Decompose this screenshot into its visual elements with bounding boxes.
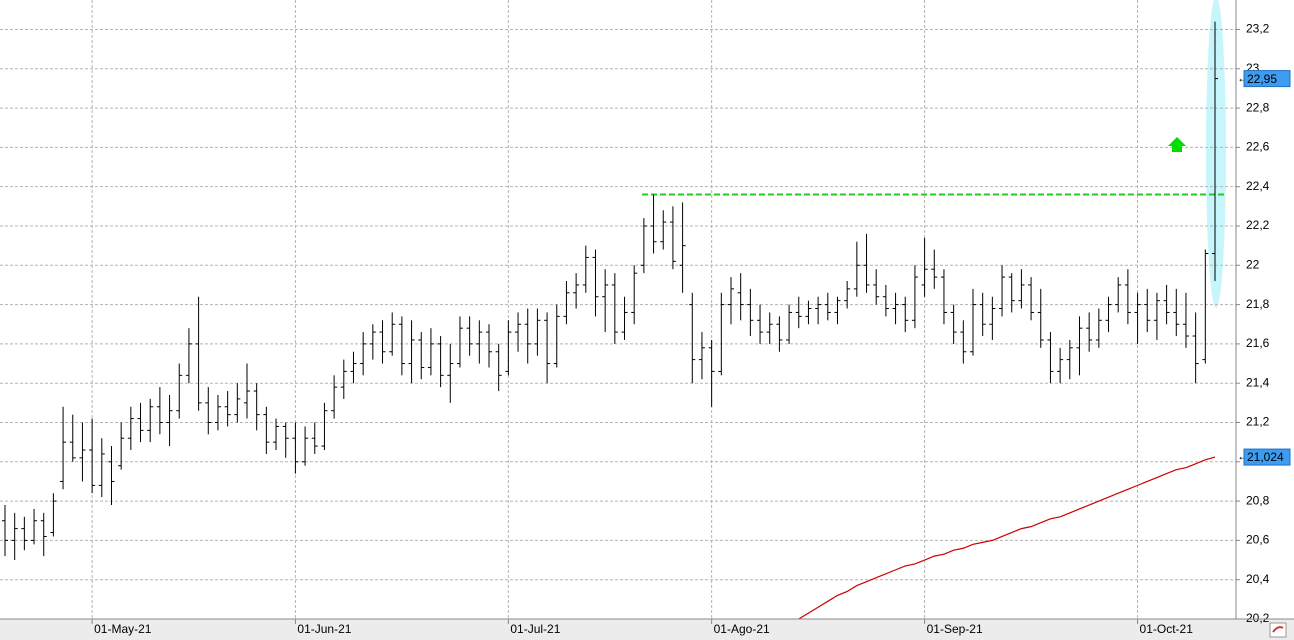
y-tick-label: 22	[1246, 257, 1260, 271]
x-tick-label: 01-May-21	[94, 622, 152, 636]
corner-icon[interactable]	[1269, 622, 1287, 638]
x-tick-label: 01-Jul-21	[510, 622, 560, 636]
y-tick-label: 20,4	[1246, 572, 1270, 586]
y-tick-label: 20,2	[1246, 611, 1270, 625]
up-arrow	[1168, 137, 1186, 152]
highlight-ellipse	[1206, 0, 1226, 308]
price-label-box	[1243, 448, 1291, 466]
y-tick-label: 23,2	[1246, 22, 1270, 36]
y-tick-label: 22,6	[1246, 140, 1270, 154]
y-tick-label: 21,6	[1246, 336, 1270, 350]
y-tick-label: 22,2	[1246, 218, 1270, 232]
grid	[0, 0, 1240, 624]
price-label: 21,024	[1247, 450, 1284, 464]
y-tick-label: 22,8	[1246, 100, 1270, 114]
corner-icon-glyph	[1272, 626, 1284, 633]
x-tick-label: 01-Oct-21	[1140, 622, 1194, 636]
x-tick-label: 01-Sep-21	[927, 622, 983, 636]
x-tick-label: 01-Ago-21	[714, 622, 770, 636]
labels: 20,220,420,620,82121,221,421,621,82222,2…	[94, 22, 1291, 636]
y-tick-label: 20,6	[1246, 533, 1270, 547]
price-label: 22,95	[1247, 72, 1277, 86]
moving-average-line	[798, 456, 1216, 620]
y-tick-label: 21,2	[1246, 415, 1270, 429]
y-tick-label: 21,4	[1246, 375, 1270, 389]
marks	[2, 21, 1224, 620]
y-tick-label: 22,4	[1246, 179, 1270, 193]
y-tick-label: 20,8	[1246, 493, 1270, 507]
y-tick-label: 21,8	[1246, 297, 1270, 311]
x-tick-label: 01-Jun-21	[297, 622, 351, 636]
price-label-box	[1243, 70, 1291, 88]
x-axis-band	[0, 619, 1294, 640]
